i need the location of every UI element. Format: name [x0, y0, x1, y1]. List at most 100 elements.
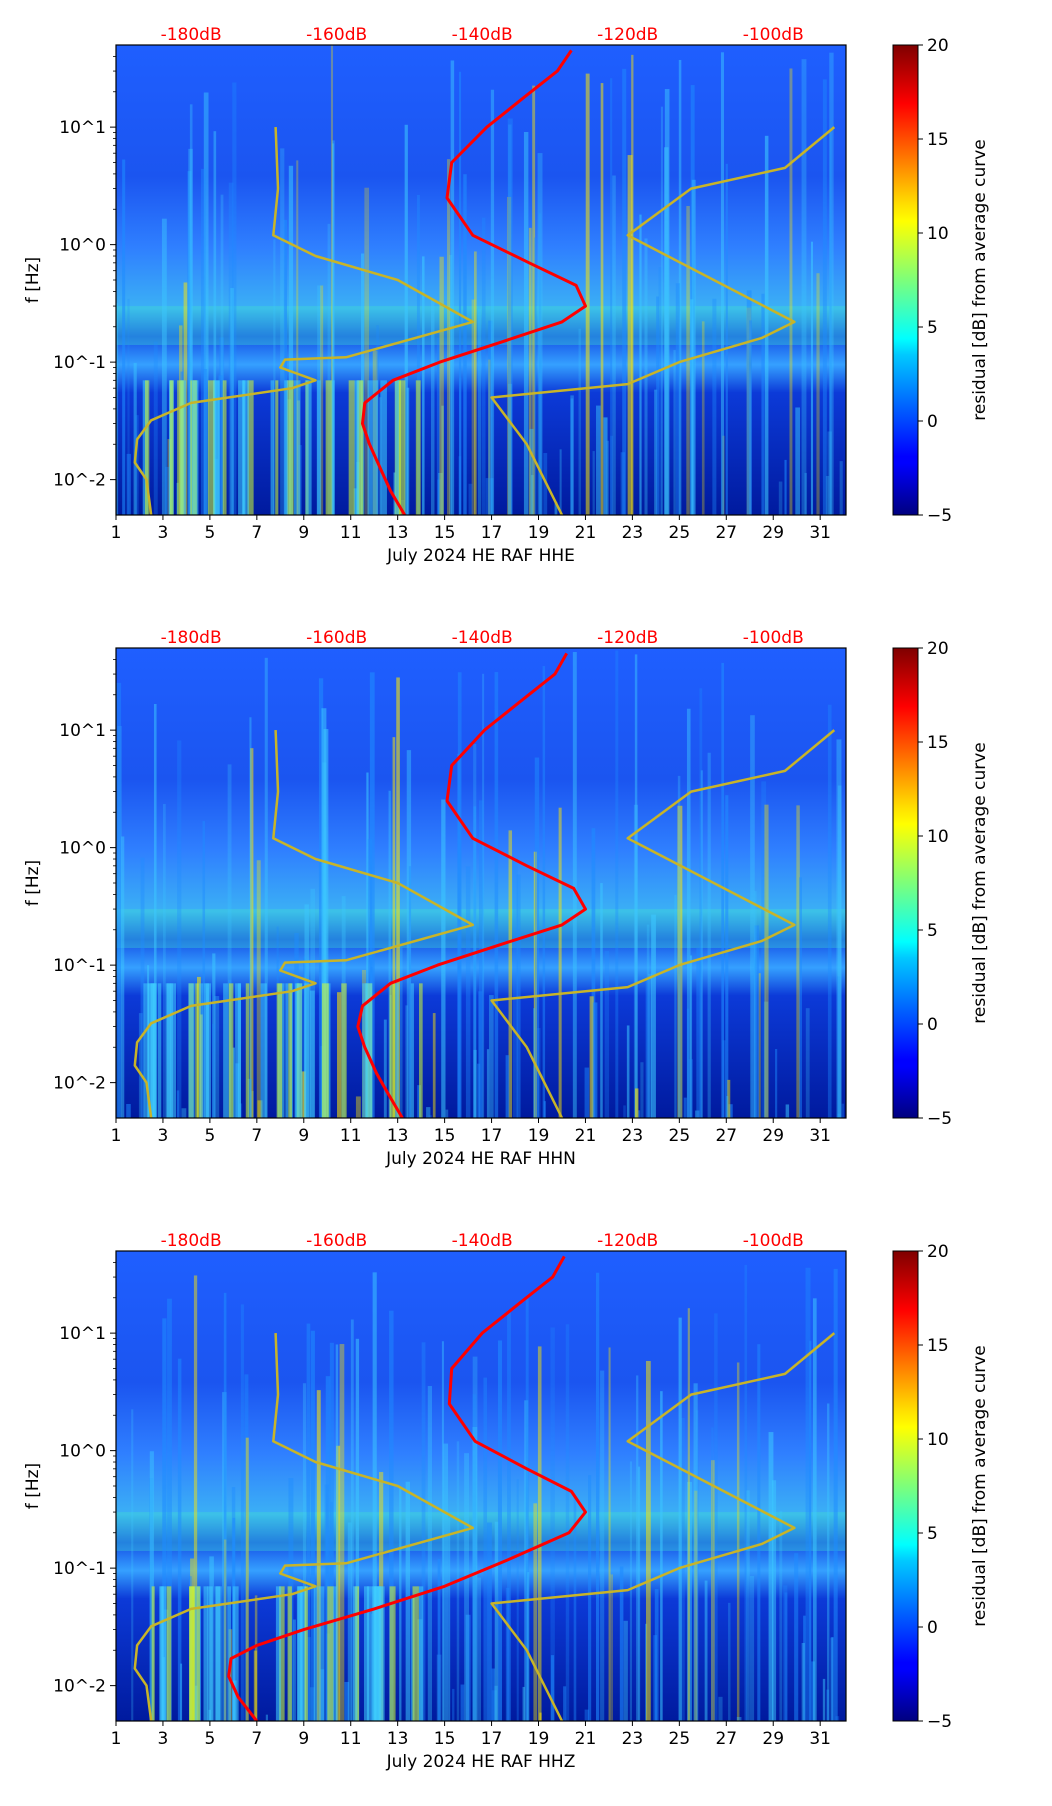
spectrogram-streak: [473, 806, 477, 1118]
spectrogram-streak: [421, 1342, 426, 1721]
series-line-1: [227, 1255, 587, 1721]
x-tick-label: 3: [158, 523, 169, 543]
colorbar-tick-label: 10: [927, 1430, 949, 1450]
spectrogram-streak: [772, 1480, 777, 1721]
colorbar-tick-label: 5: [927, 1524, 938, 1544]
series-line-1: [361, 49, 587, 515]
spectrogram-streak: [288, 165, 294, 515]
spectrogram-streak: [302, 1383, 307, 1721]
spectrogram-streak: [116, 303, 119, 515]
spectrogram-streak: [153, 703, 157, 1118]
spectrogram-streak: [275, 380, 279, 515]
spectrogram-streak: [330, 380, 335, 515]
spectrogram-streak: [304, 1586, 308, 1721]
spectrogram-streak: [202, 821, 206, 1118]
spectrogram-streak: [610, 1574, 614, 1721]
spectrogram-streak: [558, 807, 562, 1118]
spectrogram-streak: [660, 1391, 663, 1721]
series-line-2: [133, 1333, 475, 1721]
spectrogram-streak: [677, 966, 683, 1118]
spectrogram-streak: [316, 380, 321, 515]
spectrogram-streak: [634, 654, 638, 1118]
colorbar-tick-label: 20: [927, 36, 949, 56]
db-scale-label: -140dB: [452, 25, 513, 45]
colorbar-tick-label: 10: [927, 827, 949, 847]
y-tick-label: 10^0: [59, 839, 106, 859]
spectrogram-streak: [687, 1481, 692, 1721]
spectrogram-streak: [197, 976, 201, 1118]
spectrogram-streak: [816, 273, 820, 515]
spectrogram-streak: [497, 1340, 502, 1721]
x-axis-label: July 2024 HE RAF HHZ: [386, 1752, 576, 1772]
spectrogram-streak: [696, 947, 702, 1118]
spectrogram-streak: [395, 380, 399, 515]
series-line-1: [356, 652, 587, 1118]
spectrogram-streak: [491, 1668, 496, 1721]
spectrogram-streak: [508, 830, 513, 1118]
spectrogram-streak: [488, 359, 491, 515]
spectrogram-streak: [507, 383, 513, 515]
x-tick-label: 23: [622, 523, 644, 543]
y-tick-label: 10^-2: [53, 471, 106, 491]
spectrogram-streak: [296, 983, 303, 1118]
x-tick-label: 15: [434, 523, 456, 543]
spectrogram-streak: [712, 298, 717, 515]
spectrogram-streak: [711, 1460, 715, 1721]
x-tick-label: 19: [528, 523, 550, 543]
spectrogram-streak: [337, 992, 342, 1118]
spectrogram-streak: [257, 1100, 263, 1118]
db-scale-label: -160dB: [306, 25, 367, 45]
spectrogram-streak: [166, 983, 173, 1118]
spectrogram-streak: [833, 1268, 838, 1721]
series-line-2: [133, 127, 475, 515]
spectrogram-streak: [746, 1490, 750, 1721]
spectrogram-streak: [245, 1437, 249, 1721]
x-axis-label: July 2024 HE RAF HHN: [385, 1149, 576, 1169]
spectrogram-streak: [749, 1575, 755, 1721]
spectrogram-streak: [117, 725, 122, 1118]
spectrogram-streak: [270, 380, 275, 515]
colorbar-tick-label: 15: [927, 733, 949, 753]
spectrogram-streak: [166, 1586, 172, 1721]
spectrogram-streak: [176, 1090, 180, 1118]
spectrogram-streak: [449, 254, 453, 515]
spectrogram-streak: [796, 805, 800, 1118]
spectrogram-streak: [218, 375, 223, 515]
spectrogram-streak: [372, 1586, 377, 1721]
spectrogram-streak: [227, 1586, 232, 1721]
spectrogram-streak: [415, 380, 421, 515]
spectrogram-streak: [506, 196, 512, 515]
spectrogram-streak: [149, 1478, 154, 1721]
spectrogram-streak: [357, 380, 364, 515]
spectrogram-streak: [203, 1586, 209, 1721]
spectrogram-streak: [149, 1451, 154, 1721]
spectrogram-streak: [794, 1553, 799, 1721]
spectrogram-streak: [280, 148, 285, 515]
spectrogram-streak: [441, 1341, 444, 1721]
spectrogram-streak: [600, 883, 603, 1118]
spectrogram-streak: [623, 1620, 628, 1721]
spectrogram-streak: [372, 380, 379, 515]
spectrogram-streak: [405, 1005, 408, 1118]
x-tick-label: 25: [669, 1126, 691, 1146]
spectrogram-streak: [324, 1484, 329, 1721]
spectrogram-streak: [664, 89, 670, 515]
spectrogram-streak: [584, 1709, 589, 1721]
microseism-band: [116, 306, 846, 345]
x-tick-label: 19: [528, 1126, 550, 1146]
spectrogram-streak: [701, 321, 705, 515]
spectrogram-streak: [507, 118, 513, 515]
spectrogram-streak: [658, 267, 662, 515]
spectrogram-streak: [608, 1347, 611, 1721]
spectrogram-streak: [704, 1580, 708, 1721]
spectrogram-streak: [725, 795, 729, 1118]
spectrogram-streak: [478, 991, 483, 1118]
spectrogram-streak: [339, 1344, 345, 1721]
spectrogram-streak: [645, 976, 650, 1118]
spectrogram-streak: [430, 298, 435, 515]
spectrogram-streak: [441, 799, 446, 1118]
spectrogram-streak: [775, 1049, 778, 1118]
spectrogram-streak: [321, 983, 329, 1118]
spectrogram-streak: [165, 466, 170, 515]
